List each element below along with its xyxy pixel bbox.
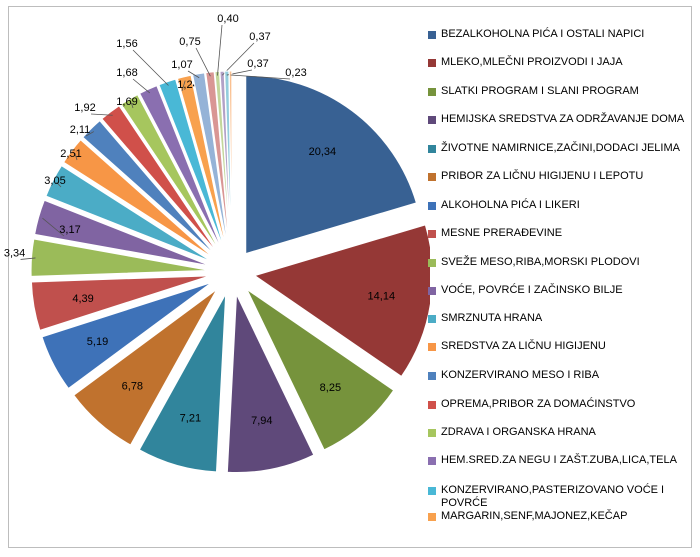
leader-line — [230, 74, 291, 80]
pie-slice — [62, 139, 214, 259]
legend-swatch — [428, 513, 436, 521]
leader-line — [195, 47, 211, 77]
legend-swatch — [428, 116, 436, 124]
legend-swatch — [428, 202, 436, 210]
pie-slice — [192, 72, 229, 250]
pie-slice — [30, 238, 210, 277]
leader-line — [132, 78, 151, 94]
legend-label: ŽIVOTNE NAMIRNICE,ZAČINI,DODACI JELIMA — [441, 142, 680, 154]
pie-slice — [101, 105, 219, 255]
legend-label: SVEŽE MESO,RIBA,MORSKI PLODOVI — [441, 256, 640, 268]
legend-swatch — [428, 372, 436, 380]
legend-swatch — [428, 287, 436, 295]
legend-label: ALKOHOLNA PIĆA I LIKERI — [441, 199, 580, 211]
legend-swatch — [428, 429, 436, 437]
slice-value-label: 7,94 — [251, 415, 272, 427]
slice-value-label: 14,14 — [368, 291, 396, 303]
leader-line — [42, 217, 65, 237]
slice-value-label: 2,11 — [70, 124, 91, 136]
legend-label: OPREMA,PRIBOR ZA DOMAĆINSTVO — [441, 398, 636, 410]
legend-swatch — [428, 31, 436, 39]
pie-slice — [176, 74, 228, 250]
pie-slice — [219, 70, 232, 250]
slice-value-label: 6,78 — [122, 381, 143, 393]
legend-label: MESNE PRERAĐEVINE — [441, 227, 563, 239]
leader-line — [187, 70, 200, 79]
pie-slice — [120, 93, 221, 253]
slice-value-label: 1,07 — [171, 59, 192, 71]
pie-slice — [34, 199, 211, 267]
pie-slice — [205, 71, 230, 250]
legend-swatch — [428, 401, 436, 409]
legend-label: PRIBOR ZA LIČNU HIGIJENU I LEPOTU — [441, 170, 644, 182]
slice-value-label: 0,40 — [217, 13, 238, 25]
pie-slice — [226, 294, 315, 474]
pie-slice — [30, 275, 210, 331]
legend-swatch — [428, 315, 436, 323]
legend-label: BEZALKOHOLNA PIĆA I OSTALI NAPICI — [441, 28, 645, 40]
leader-line — [130, 102, 134, 109]
legend-label: HEM.SRED.ZA NEGU I ZAŠT.ZUBA,LICA,TELA — [441, 454, 677, 466]
legend-swatch — [428, 230, 436, 238]
legend-swatch — [428, 259, 436, 267]
leader-line — [85, 131, 95, 137]
pie-slice — [73, 288, 218, 446]
legend-swatch — [428, 457, 436, 465]
slice-value-label: 8,25 — [320, 382, 341, 394]
pie-slice — [245, 287, 395, 451]
slice-value-label: 0,37 — [249, 31, 270, 43]
legend-swatch — [428, 59, 436, 67]
slice-value-label: 1,56 — [116, 38, 137, 50]
slice-value-label: 0,37 — [247, 58, 268, 70]
pie-slice — [245, 75, 417, 255]
legend-label: KONZERVIRANO MESO I RIBA — [441, 369, 600, 381]
leader-line — [20, 257, 36, 260]
slice-value-label: 3,34 — [4, 247, 25, 259]
slice-value-label: 0,23 — [285, 67, 306, 79]
pie-slice — [138, 84, 223, 252]
legend-swatch — [428, 173, 436, 181]
leader-line — [74, 152, 78, 161]
legend-label: SMRZNUTA HRANA — [441, 312, 543, 324]
slice-value-label: 1,92 — [74, 102, 95, 114]
slice-value-label: 1,69 — [116, 96, 137, 108]
pie-slice — [82, 120, 217, 256]
legend-label: MLEKO,MLEČNI PROIZVODI I JAJA — [441, 56, 623, 68]
slice-value-label: 7,21 — [180, 412, 201, 424]
leader-line — [90, 113, 113, 116]
leader-line — [181, 80, 186, 92]
pie-slice — [158, 78, 226, 251]
legend-label: SREDSTVA ZA LIČNU HIGIJENU — [441, 340, 606, 352]
slice-value-label: 0,75 — [179, 36, 200, 48]
legend-swatch — [428, 88, 436, 96]
pie-slice — [138, 293, 227, 473]
slice-value-label: 1,24 — [177, 79, 198, 91]
slice-value-label: 4,39 — [72, 293, 93, 305]
legend-label: ZDRAVA I ORGANSKA HRANA — [441, 426, 596, 438]
leader-line — [221, 42, 255, 76]
legend-swatch — [428, 343, 436, 351]
legend-label: KONZERVIRANO,PASTERIZOVANO VOĆE I POVRĆE — [441, 484, 665, 509]
slice-value-label: 5,19 — [87, 336, 108, 348]
slice-value-label: 2,51 — [60, 148, 81, 160]
slice-value-label: 3,05 — [44, 175, 65, 187]
pie-slice — [228, 70, 233, 250]
leader-line — [132, 49, 169, 86]
leader-line — [217, 24, 223, 76]
legend-label: SLATKI PROGRAM I SLANI PROGRAM — [441, 85, 639, 97]
legend-swatch — [428, 145, 436, 153]
leader-line — [56, 182, 62, 188]
legend-label: MARGARIN,SENF,MAJONEZ,KEČAP — [441, 510, 628, 522]
legend-label: VOĆE, POVRĆE I ZAČINSKO BILJE — [441, 284, 623, 296]
pie-slice — [214, 70, 231, 250]
legend-label: HEMIJSKA SREDSTVA ZA ODRŽAVANJE DOMA — [441, 113, 685, 125]
pie-slice — [41, 282, 212, 390]
legend-swatch — [428, 487, 436, 495]
pie-slice — [45, 164, 212, 262]
slice-value-label: 3,17 — [59, 224, 80, 236]
slice-value-label: 20,34 — [309, 146, 337, 158]
pie-chart: 20,34 14,14 8,25 7,94 7,21 6,78 5,19 4,39 3,34 3,… — [4, 13, 430, 474]
slice-value-label: 1,68 — [116, 67, 137, 79]
